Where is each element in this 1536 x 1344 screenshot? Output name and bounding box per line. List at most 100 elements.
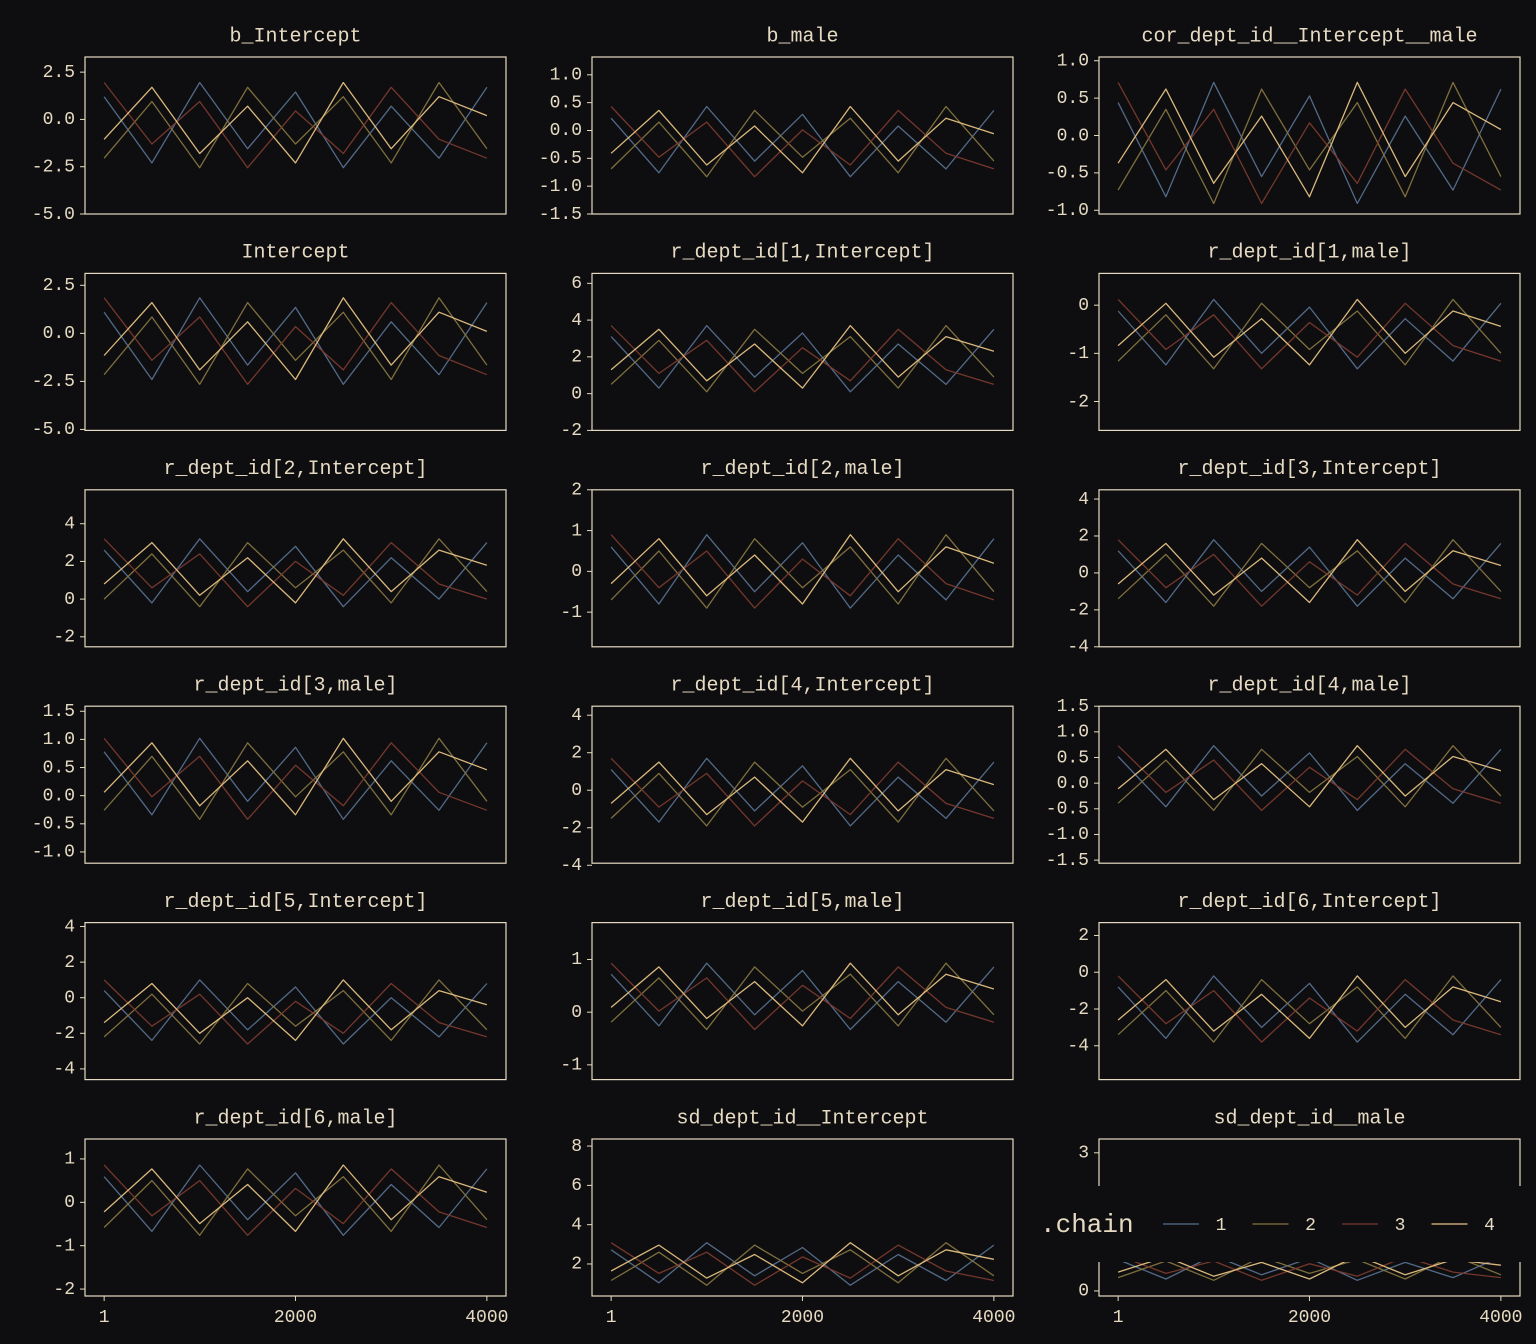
trace-line [610,757,995,827]
y-tick-label: 8 [571,1137,582,1157]
trace-line [1117,539,1502,607]
panel [610,757,995,827]
y-tick-label: -2.5 [32,157,75,177]
y-tick-label: 0 [1078,564,1089,584]
trace-line [610,534,995,609]
trace-line [610,962,995,1031]
y-tick-label: 0.5 [1057,748,1089,768]
trace-line [610,324,995,393]
trace-line [103,81,488,169]
panel-frame [591,56,1014,215]
trace-line [610,105,995,178]
panel-frame [84,705,507,864]
y-tick-label: -1 [560,603,582,623]
y-tick-label: 0.5 [1057,89,1089,109]
panel [610,1242,995,1286]
panel [103,538,488,608]
y-tick-label: -5.0 [32,205,75,225]
panel-frame [84,921,507,1081]
y-tick-label: 2 [571,1255,582,1275]
trace-line [103,737,488,820]
trace-line [103,297,488,385]
panel [610,324,995,393]
trace-line [1117,1254,1502,1281]
x-tick-label: 1 [99,1308,110,1328]
legend-label: 4 [1484,1216,1495,1236]
trace-line [610,1242,995,1286]
panel [1117,81,1502,205]
panel-frame [591,272,1014,431]
y-tick-label: 2 [1078,926,1089,946]
y-tick-label: -0.5 [1046,164,1089,184]
trace-line [103,538,488,608]
trace-line [103,82,488,169]
trace-line [1117,1254,1501,1281]
panel-frame [591,705,1014,864]
y-tick-label: 2 [571,743,582,763]
y-tick-label: 0.0 [1057,774,1089,794]
trace-line [1117,81,1502,198]
trace-line [1117,298,1502,370]
trace-line [610,324,995,389]
y-tick-label: 1 [571,950,582,970]
y-tick-label: 0.5 [43,758,75,778]
trace-line [103,1164,488,1233]
panel-title: r_dept_id[2,male] [700,458,904,481]
trace-line [1117,975,1502,1043]
legend-label: 1 [1216,1216,1227,1236]
trace-line [1117,298,1502,370]
trace-line [610,325,995,393]
y-tick-label: -4 [1067,1037,1089,1057]
trace-line [610,962,995,1031]
x-tick-label: 4000 [465,1308,508,1328]
panel-title: r_dept_id[5,male] [700,891,904,914]
trace-line [103,1164,488,1236]
trace-line [103,297,488,381]
panel [1117,539,1502,607]
y-tick-label: 0 [571,562,582,582]
panel [610,534,995,609]
trace-line [610,757,995,823]
x-tick-label: 2000 [1288,1308,1331,1328]
trace-line [103,979,488,1042]
trace-line [103,297,488,385]
trace-line [1117,975,1502,1043]
trace-line [610,1242,995,1286]
y-tick-label: -1.0 [32,843,75,863]
trace-line [103,1164,488,1236]
y-tick-label: -1 [1067,344,1089,364]
x-tick-label: 1 [606,1308,617,1328]
trace-line [103,538,488,604]
y-tick-label: -1 [53,1236,75,1256]
y-tick-label: 0 [571,1003,582,1023]
trace-line [1117,539,1502,607]
legend-label: 3 [1395,1216,1406,1236]
y-tick-label: 0 [64,590,75,610]
y-tick-label: -2 [1067,1000,1089,1020]
trace-line [1117,745,1502,812]
y-tick-label: 2 [64,953,75,973]
trace-line [1117,81,1502,205]
y-tick-label: 0 [64,1193,75,1213]
panel [103,1164,488,1236]
y-tick-label: -2 [1067,601,1089,621]
panel [103,81,488,169]
y-tick-label: 0.0 [43,110,75,130]
panel-frame [1098,921,1521,1081]
y-tick-label: 6 [571,274,582,294]
trace-line [103,737,488,820]
panel-frame [84,272,507,431]
trace-line [1117,975,1502,1043]
trace-line [103,297,488,385]
trace-line [103,979,488,1045]
y-tick-label: -4 [1067,638,1089,658]
panel-title: r_dept_id[1,male] [1207,242,1411,265]
y-tick-label: -0.5 [32,815,75,835]
legend-label: 2 [1305,1216,1316,1236]
trace-line [610,105,995,174]
trace-line [610,757,995,827]
trace-line [103,737,488,816]
panel-frame [591,1138,1014,1297]
panel [103,297,488,385]
panel [103,737,488,820]
